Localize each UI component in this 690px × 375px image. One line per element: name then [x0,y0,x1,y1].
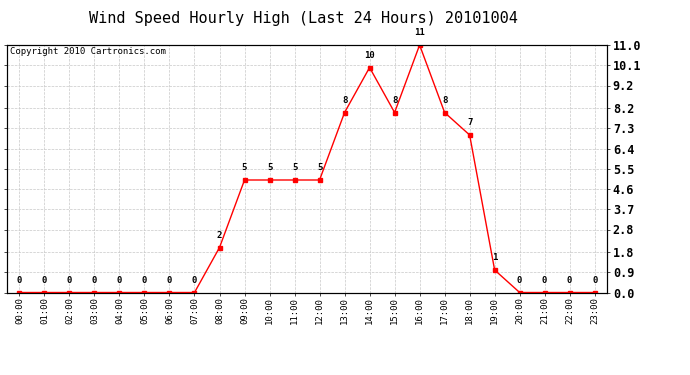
Text: 0: 0 [192,276,197,285]
Text: 8: 8 [392,96,397,105]
Text: 0: 0 [67,276,72,285]
Text: 7: 7 [467,118,473,127]
Text: 1: 1 [492,253,497,262]
Text: 5: 5 [292,163,297,172]
Text: 11: 11 [414,28,425,37]
Text: 0: 0 [542,276,547,285]
Text: 5: 5 [267,163,273,172]
Text: Copyright 2010 Cartronics.com: Copyright 2010 Cartronics.com [10,48,166,57]
Text: 0: 0 [517,276,522,285]
Text: Wind Speed Hourly High (Last 24 Hours) 20101004: Wind Speed Hourly High (Last 24 Hours) 2… [89,11,518,26]
Text: 8: 8 [342,96,347,105]
Text: 0: 0 [17,276,22,285]
Text: 2: 2 [217,231,222,240]
Text: 0: 0 [92,276,97,285]
Text: 8: 8 [442,96,447,105]
Text: 5: 5 [317,163,322,172]
Text: 0: 0 [41,276,47,285]
Text: 0: 0 [117,276,122,285]
Text: 0: 0 [567,276,573,285]
Text: 0: 0 [141,276,147,285]
Text: 0: 0 [592,276,598,285]
Text: 0: 0 [167,276,172,285]
Text: 5: 5 [241,163,247,172]
Text: 10: 10 [364,51,375,60]
